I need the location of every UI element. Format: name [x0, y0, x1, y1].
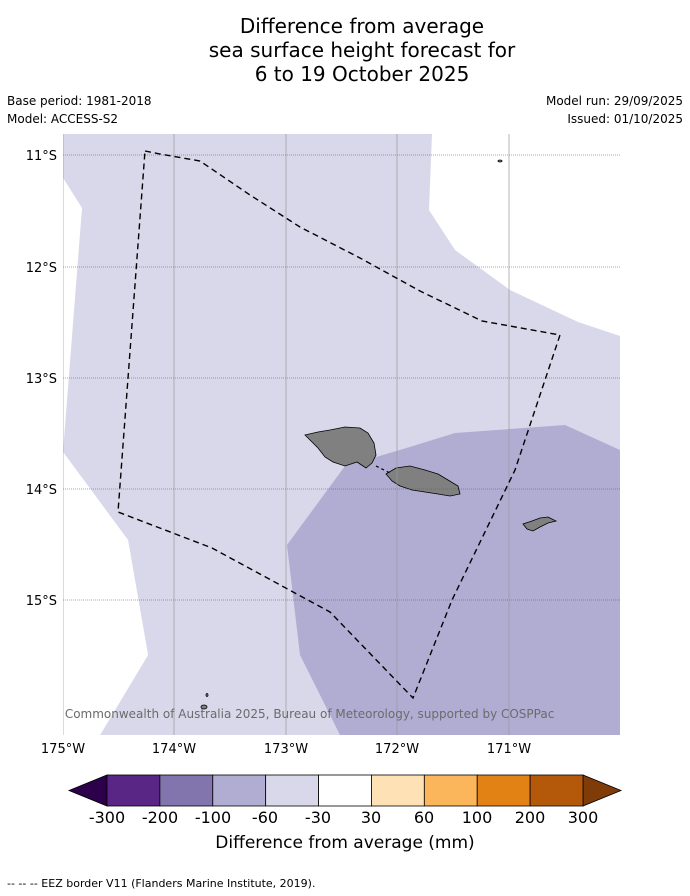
colorbar-segment — [318, 774, 372, 807]
eez-border — [117, 150, 561, 700]
lat-tick-label: 14°S — [26, 483, 57, 498]
colorbar-tick-label: 30 — [361, 808, 381, 827]
colorbar-label: Difference from average (mm) — [215, 833, 475, 853]
gridlines — [63, 134, 620, 735]
lon-tick-label: 171°W — [487, 742, 531, 757]
model-name: Model: ACCESS-S2 — [7, 112, 119, 126]
colorbar-segment — [529, 774, 584, 807]
lat-tick-label: 13°S — [26, 372, 57, 387]
colorbar-segment — [265, 774, 319, 807]
island-small-north — [497, 159, 503, 163]
issued-date: Issued: 01/10/2025 — [567, 112, 683, 126]
anomaly-region-neutral — [63, 134, 82, 360]
colorbar-tick-label: 300 — [568, 808, 599, 827]
lat-tick-label: 15°S — [26, 594, 57, 609]
colorbar-tick-label: -60 — [252, 808, 278, 827]
island-savaii — [304, 426, 377, 469]
map-area: © Commonwealth of Australia 2025, Bureau… — [49, 134, 620, 735]
eez-link-small — [375, 465, 391, 474]
colorbar-segment — [106, 774, 161, 807]
title-line-1: Difference from average — [239, 14, 485, 38]
lat-tick-label: 12°S — [26, 261, 57, 276]
title-line-2: sea surface height forecast for — [208, 38, 516, 62]
colorbar-segment — [371, 774, 425, 807]
latitude-labels: 11°S 12°S 13°S 14°S 15°S — [26, 149, 57, 609]
title-line-3: 6 to 19 October 2025 — [254, 62, 470, 86]
lon-tick-label: 175°W — [41, 742, 85, 757]
lat-tick-label: 11°S — [26, 149, 57, 164]
colorbar-tick-label: -300 — [89, 808, 125, 827]
colorbar-segment — [423, 774, 478, 807]
colorbar-tick-label: 100 — [462, 808, 493, 827]
eez-legend: -- -- -- EEZ border V11 (Flanders Marine… — [7, 877, 316, 890]
base-period: Base period: 1981-2018 — [7, 94, 152, 108]
lon-tick-label: 174°W — [152, 742, 196, 757]
colorbar-tick-label: 200 — [515, 808, 546, 827]
colorbar-tick-label: -100 — [195, 808, 231, 827]
island-tutuila — [522, 516, 558, 532]
chart-title: Difference from average sea surface heig… — [0, 14, 690, 86]
copyright-notice: © Commonwealth of Australia 2025, Bureau… — [49, 707, 554, 721]
anomaly-region-medium — [287, 425, 620, 735]
lon-tick-label: 172°W — [375, 742, 419, 757]
longitude-labels: 175°W 174°W 173°W 172°W 171°W — [41, 742, 531, 757]
lon-tick-label: 173°W — [264, 742, 308, 757]
colorbar-segment — [159, 774, 214, 807]
colorbar: -300 -200 -100 -60 -30 30 60 100 200 300 — [67, 774, 623, 827]
colorbar-under-arrow — [67, 774, 108, 807]
colorbar-tick-label: -200 — [142, 808, 178, 827]
island-small-south-2 — [205, 693, 209, 697]
anomaly-region-neutral-south — [63, 452, 148, 735]
colorbar-tick-label: -30 — [305, 808, 331, 827]
model-run: Model run: 29/09/2025 — [545, 94, 683, 108]
colorbar-segment — [212, 774, 267, 807]
island-small-south — [200, 704, 208, 710]
colorbar-segment — [476, 774, 531, 807]
island-upolu — [385, 465, 461, 497]
colorbar-tick-label: 60 — [414, 808, 434, 827]
colorbar-over-arrow — [582, 774, 623, 807]
